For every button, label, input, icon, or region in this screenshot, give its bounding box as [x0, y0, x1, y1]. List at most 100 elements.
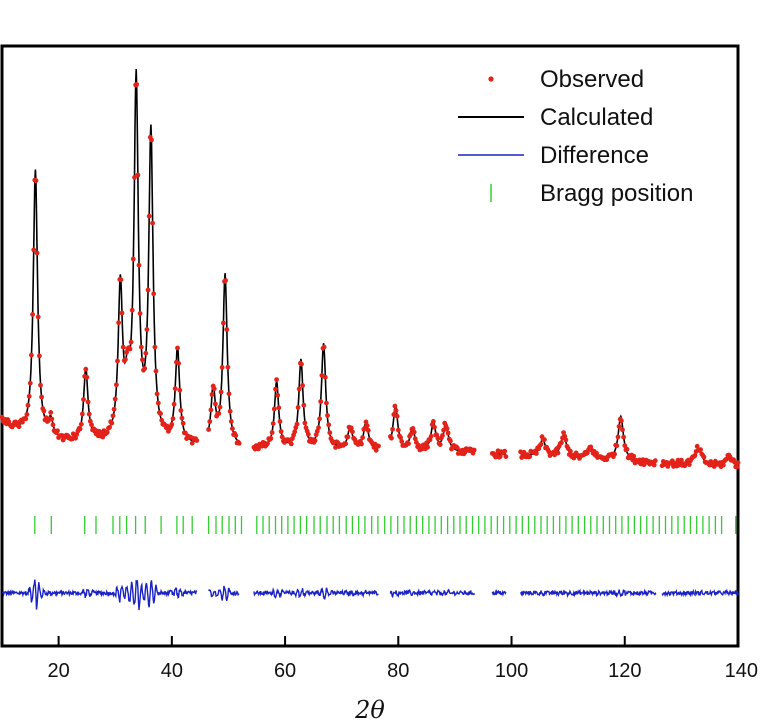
observed-point — [612, 451, 617, 457]
observed-point — [206, 427, 212, 432]
observed-point — [225, 364, 231, 370]
observed-point — [180, 420, 186, 426]
observed-point — [454, 445, 460, 451]
observed-point — [144, 327, 150, 332]
observed-point — [107, 424, 112, 430]
observed-point — [172, 386, 178, 391]
observed-point — [146, 213, 152, 219]
observed-point — [209, 392, 215, 397]
observed-point — [615, 434, 621, 440]
difference-curve — [1, 579, 739, 611]
observed-point — [33, 178, 39, 184]
observed-point — [55, 428, 60, 434]
legend-difference-label: Difference — [540, 142, 649, 169]
observed-point — [256, 446, 261, 452]
observed-point — [119, 310, 125, 316]
observed-point — [77, 426, 83, 432]
observed-point — [288, 441, 294, 447]
observed-point — [555, 450, 561, 456]
observed-point — [652, 458, 658, 464]
difference-segment — [519, 588, 657, 599]
observed-point — [39, 394, 44, 400]
observed-point — [295, 405, 301, 410]
observed-point — [37, 353, 42, 359]
observed-point — [622, 443, 628, 448]
difference-segment — [1, 579, 198, 611]
observed-point — [175, 345, 180, 351]
calculated-segment — [1, 68, 197, 443]
observed-point — [277, 419, 283, 424]
observed-point — [428, 433, 434, 439]
observed-point — [317, 416, 322, 422]
observed-point — [132, 175, 137, 180]
observed-point — [534, 451, 539, 456]
observed-point — [143, 350, 149, 356]
observed-point — [135, 172, 141, 178]
observed-point — [41, 408, 47, 414]
difference-segment — [253, 586, 379, 601]
observed-point — [177, 387, 183, 393]
observed-point — [325, 413, 330, 418]
observed-point — [437, 442, 443, 447]
observed-point — [130, 256, 136, 262]
observed-point — [276, 405, 282, 411]
observed-point — [278, 429, 284, 434]
observed-point — [194, 438, 200, 443]
observed-point — [299, 361, 304, 367]
observed-point — [701, 454, 707, 460]
observed-point — [152, 344, 158, 350]
observed-point — [301, 402, 307, 408]
observed-point — [116, 320, 121, 326]
observed-point — [363, 419, 369, 425]
observed-point — [373, 447, 379, 453]
observed-point — [392, 403, 398, 409]
observed-point — [398, 435, 403, 440]
difference-segment — [491, 588, 507, 597]
observed-point — [440, 433, 445, 438]
observed-point — [111, 406, 117, 412]
observed-point — [259, 443, 265, 449]
observed-point — [233, 433, 239, 438]
plot-frame — [0, 44, 740, 648]
observed-point — [270, 421, 276, 426]
observed-point — [624, 446, 630, 452]
observed-point — [268, 436, 274, 441]
observed-point — [300, 383, 305, 388]
observed-point — [83, 366, 89, 372]
observed-point — [432, 424, 437, 430]
observed-point — [444, 426, 450, 431]
observed-point — [594, 450, 599, 456]
observed-point — [140, 357, 145, 363]
observed-point — [412, 436, 418, 442]
observed-point — [221, 320, 226, 326]
difference-segment — [389, 588, 476, 599]
observed-point — [179, 415, 185, 421]
observed-point — [129, 307, 135, 313]
observed-point — [115, 358, 120, 364]
observed-point — [73, 435, 78, 441]
observed-point — [155, 400, 161, 406]
observed-point — [176, 361, 182, 366]
observed-point — [359, 441, 364, 447]
observed-point — [223, 278, 229, 283]
legend-bragg-label: Bragg position — [540, 180, 693, 207]
observed-point — [316, 425, 321, 431]
observed-point — [50, 422, 56, 428]
calculated-segment — [207, 273, 240, 443]
observed-point — [30, 312, 35, 317]
observed-point — [230, 426, 235, 431]
x-axis-ticks: 20 40 60 80 100 120 140 — [47, 636, 758, 682]
observed-point — [406, 441, 411, 446]
observed-point — [128, 339, 134, 345]
observed-point — [559, 440, 564, 446]
observed-point — [171, 401, 177, 407]
observed-point — [49, 416, 55, 422]
observed-point — [538, 441, 544, 447]
observed-point — [399, 439, 405, 444]
observed-point — [38, 382, 43, 388]
observed-point — [735, 460, 741, 466]
observed-point — [734, 464, 740, 470]
observed-point — [631, 453, 637, 459]
x-tick-label: 60 — [274, 660, 296, 682]
